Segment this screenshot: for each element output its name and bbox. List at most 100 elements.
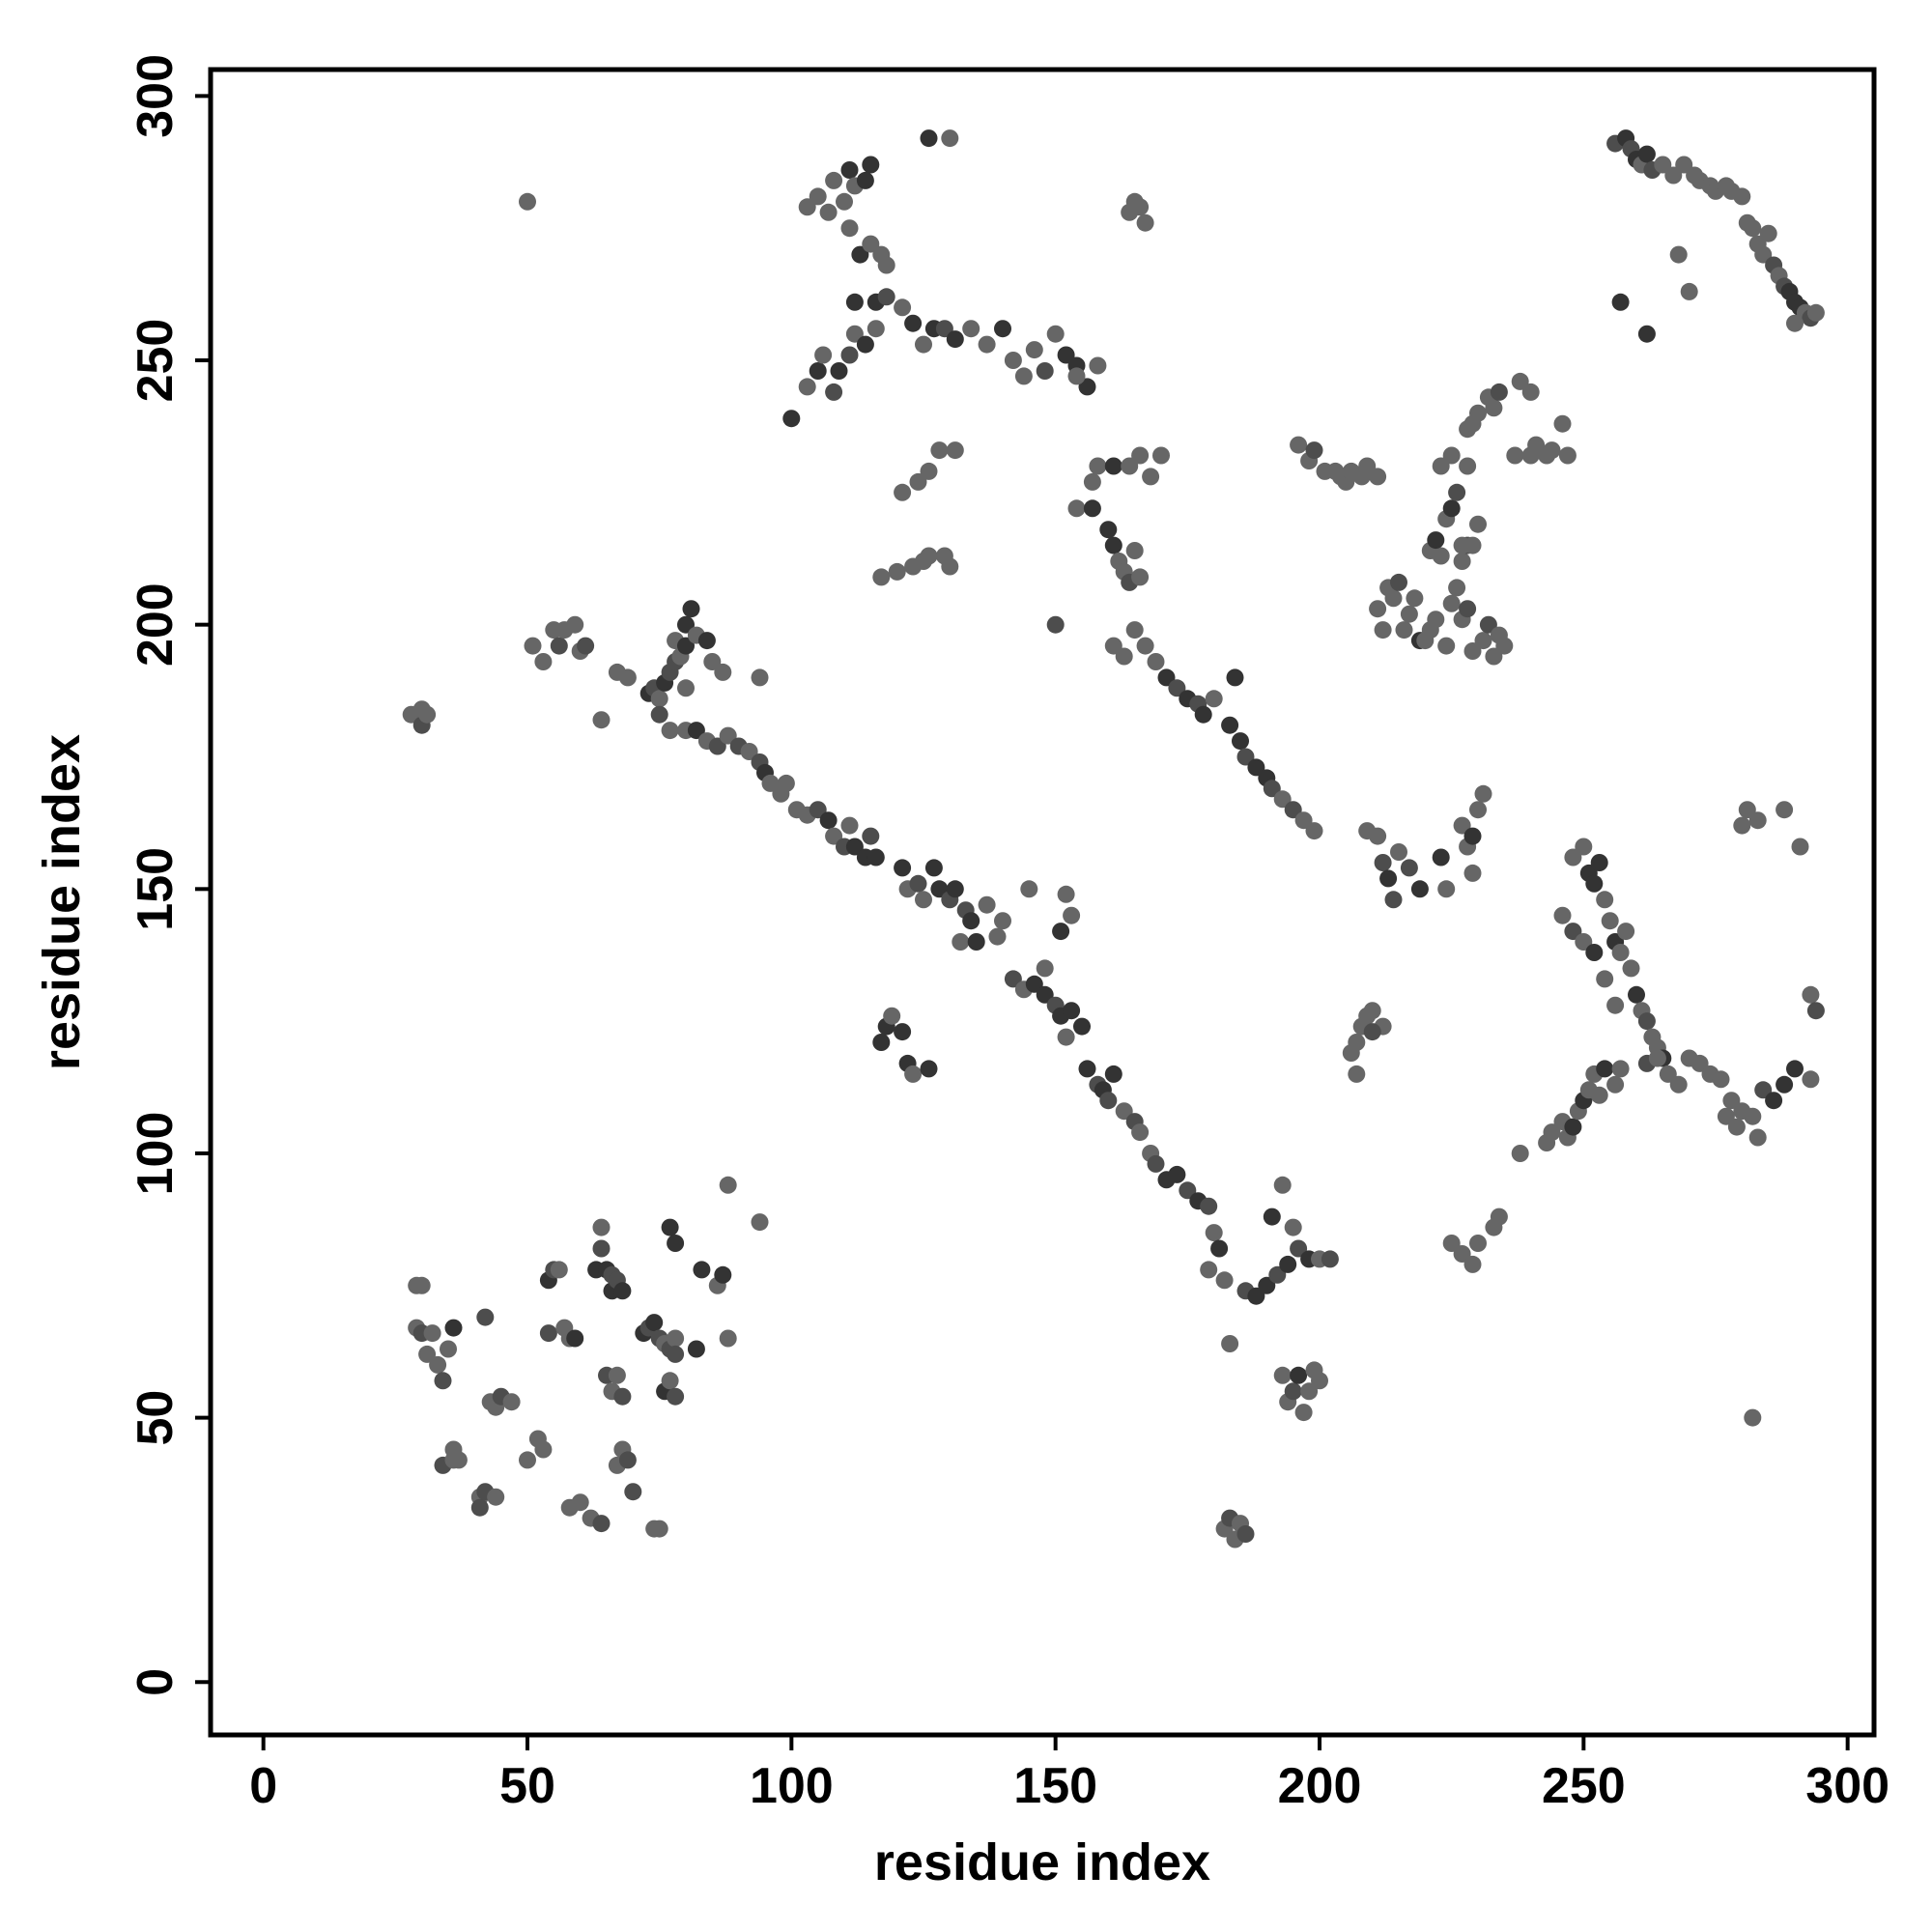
data-point — [915, 891, 932, 909]
data-point — [862, 827, 880, 845]
data-point — [962, 320, 980, 338]
data-point — [1168, 1165, 1186, 1183]
data-point — [978, 895, 996, 914]
x-tick-label: 150 — [1013, 1758, 1097, 1814]
data-point — [1611, 944, 1630, 961]
data-point — [1020, 880, 1038, 898]
data-point — [830, 362, 848, 380]
data-point — [1442, 446, 1461, 465]
data-point — [1806, 303, 1825, 322]
data-point — [1469, 515, 1487, 533]
data-point — [1131, 446, 1150, 465]
data-point — [1759, 224, 1777, 242]
data-point — [1221, 716, 1239, 734]
data-point — [1121, 457, 1139, 475]
data-point — [423, 1324, 441, 1343]
data-point — [1442, 499, 1461, 518]
data-point — [1179, 1181, 1197, 1200]
data-point — [1606, 1075, 1625, 1094]
x-axis: 0 50 100 150 200 250 300 — [249, 1735, 1889, 1814]
data-point — [1273, 790, 1292, 809]
data-point — [1590, 854, 1608, 871]
data-point — [1104, 536, 1122, 554]
data-point — [566, 615, 584, 634]
y-tick-label: 150 — [128, 847, 184, 931]
data-point — [894, 298, 912, 317]
data-point — [1063, 906, 1081, 924]
data-point — [1057, 346, 1075, 364]
data-point — [877, 288, 895, 306]
data-point — [429, 1355, 447, 1374]
data-point — [1427, 611, 1445, 629]
data-point — [1232, 732, 1249, 751]
data-point — [1400, 859, 1418, 877]
data-point — [840, 161, 859, 179]
data-point — [1585, 944, 1604, 961]
data-point — [904, 314, 923, 332]
data-point — [915, 335, 932, 354]
data-point — [1453, 553, 1471, 570]
data-point — [1236, 1525, 1255, 1543]
data-point — [1506, 446, 1524, 465]
data-point — [1025, 975, 1043, 993]
data-point — [449, 1451, 468, 1469]
data-point — [661, 722, 679, 740]
data-point — [667, 1235, 685, 1252]
data-point — [1258, 1276, 1276, 1294]
data-point — [661, 1372, 679, 1390]
data-point — [1786, 314, 1804, 332]
x-tick-label: 300 — [1805, 1758, 1889, 1814]
data-point — [798, 378, 816, 396]
data-point — [592, 1218, 611, 1236]
data-point — [1601, 912, 1619, 930]
data-point — [978, 335, 996, 354]
data-point — [1596, 891, 1614, 909]
data-point — [1369, 827, 1387, 845]
data-point — [924, 859, 943, 877]
x-tick-label: 250 — [1542, 1758, 1626, 1814]
data-point — [751, 668, 769, 687]
data-point — [1089, 457, 1107, 475]
data-point — [1474, 784, 1492, 803]
data-point — [1036, 985, 1054, 1004]
data-point — [697, 632, 716, 650]
data-point — [825, 827, 843, 845]
data-point — [1104, 457, 1122, 475]
data-point — [1279, 1255, 1297, 1273]
data-point — [1669, 245, 1688, 264]
data-point — [1369, 600, 1387, 618]
data-point — [1205, 1224, 1223, 1242]
data-point — [1284, 801, 1302, 819]
data-point — [1321, 1250, 1339, 1268]
data-point — [487, 1488, 505, 1506]
data-point — [624, 1483, 642, 1501]
data-point — [761, 774, 780, 792]
data-point — [1611, 1060, 1630, 1078]
data-point — [1036, 362, 1054, 380]
data-point — [1073, 1017, 1091, 1036]
data-point — [1057, 885, 1075, 903]
data-point — [592, 1239, 611, 1258]
data-point — [1469, 1235, 1487, 1252]
data-point — [777, 774, 795, 792]
data-point — [1369, 468, 1387, 486]
data-point — [1669, 1075, 1688, 1094]
data-point — [519, 1451, 536, 1469]
data-point — [1384, 891, 1403, 909]
data-point — [1437, 637, 1456, 655]
y-tick-label: 100 — [128, 1112, 184, 1196]
data-point — [1442, 1235, 1461, 1252]
data-point — [1744, 1408, 1762, 1427]
data-point — [1294, 1404, 1313, 1422]
data-point — [1459, 457, 1477, 475]
data-point — [1585, 874, 1604, 893]
data-point — [1611, 293, 1630, 311]
data-point — [1511, 1145, 1529, 1162]
data-point — [1543, 441, 1561, 460]
data-point — [1374, 854, 1392, 871]
data-point — [1432, 848, 1450, 867]
data-point — [1442, 594, 1461, 612]
data-point — [1622, 959, 1640, 978]
data-point — [825, 171, 843, 189]
